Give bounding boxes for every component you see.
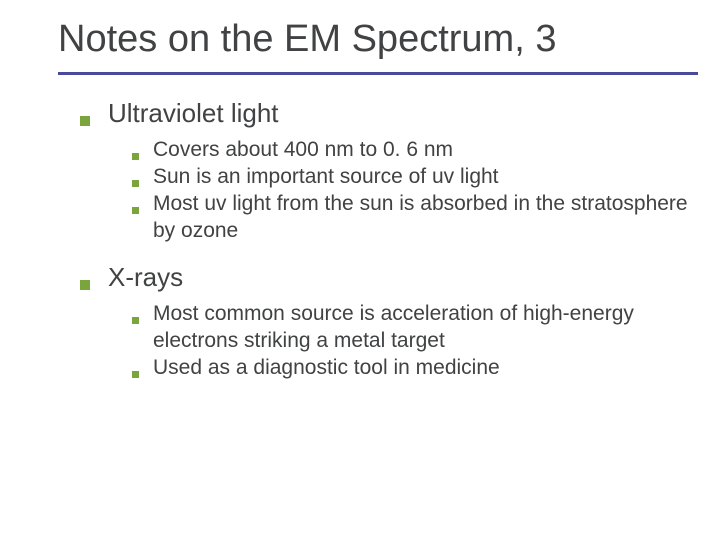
section-1-items: Most common source is acceleration of hi… (132, 301, 690, 382)
square-bullet-icon (132, 180, 139, 187)
list-item-text: Covers about 400 nm to 0. 6 nm (153, 137, 453, 164)
square-bullet-icon (132, 371, 139, 378)
slide-title: Notes on the EM Spectrum, 3 (58, 18, 690, 62)
list-item: Covers about 400 nm to 0. 6 nm (132, 137, 690, 164)
section-heading: X-rays (108, 261, 183, 294)
list-item: Sun is an important source of uv light (132, 164, 690, 191)
list-item: Most uv light from the sun is absorbed i… (132, 191, 690, 245)
title-underline (58, 72, 698, 75)
list-item-text: Most common source is acceleration of hi… (153, 301, 690, 355)
section-heading-row: X-rays (80, 261, 690, 294)
slide: Notes on the EM Spectrum, 3 Ultraviolet … (0, 0, 720, 540)
list-item-text: Most uv light from the sun is absorbed i… (153, 191, 690, 245)
section-0-items: Covers about 400 nm to 0. 6 nm Sun is an… (132, 137, 690, 245)
section-heading-row: Ultraviolet light (80, 97, 690, 130)
list-item-text: Used as a diagnostic tool in medicine (153, 355, 500, 382)
section-1: X-rays (80, 261, 690, 294)
list-item-text: Sun is an important source of uv light (153, 164, 499, 191)
square-bullet-icon (132, 153, 139, 160)
square-bullet-icon (80, 116, 90, 126)
square-bullet-icon (132, 207, 139, 214)
square-bullet-icon (80, 280, 90, 290)
square-bullet-icon (132, 317, 139, 324)
list-item: Most common source is acceleration of hi… (132, 301, 690, 355)
list-item: Used as a diagnostic tool in medicine (132, 355, 690, 382)
section-heading: Ultraviolet light (108, 97, 279, 130)
section-0: Ultraviolet light (80, 97, 690, 130)
